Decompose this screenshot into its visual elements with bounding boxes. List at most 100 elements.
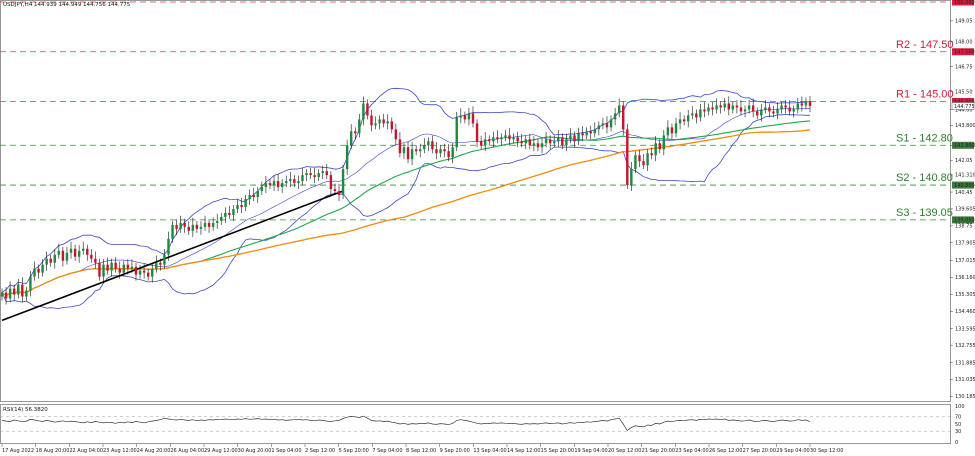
candle-body-133 — [540, 143, 544, 148]
candle-body-105 — [427, 141, 430, 146]
level-price-tag-1 — [952, 48, 974, 56]
candle-body-93 — [378, 119, 381, 124]
candle-body-26 — [106, 264, 109, 271]
candle-body-8 — [33, 268, 36, 277]
uptrend-line — [1, 190, 344, 322]
y-tick-label-2: 148.00 — [955, 40, 973, 46]
candle-body-129 — [524, 139, 527, 144]
candle-body-28 — [114, 262, 117, 269]
candle-body-148 — [601, 123, 605, 126]
candle-body-173 — [703, 109, 706, 112]
candle-body-43 — [175, 224, 178, 229]
x-tick-label-10: 5 Sep 20:00 — [339, 448, 369, 454]
candle-body-185 — [751, 105, 755, 112]
y-tick-label-15: 136.160 — [955, 275, 975, 281]
candle-body-136 — [552, 141, 556, 144]
candle-body-31 — [126, 264, 130, 269]
candle-body-60 — [244, 199, 247, 207]
candle-body-57 — [232, 208, 235, 215]
rsi-level-label-3: 30 — [955, 429, 961, 435]
candle-body-191 — [776, 109, 779, 114]
candle-body-39 — [159, 262, 162, 265]
x-tick-label-22: 27 Sep 20:00 — [743, 448, 776, 454]
candle-body-114 — [463, 115, 467, 120]
candle-body-85 — [345, 145, 349, 170]
level-price-tag-text-1: 147.500 — [954, 50, 975, 56]
candle-body-122 — [496, 137, 499, 140]
candle-body-34 — [138, 270, 142, 275]
level-labels: R3 - 150.00 R2 - 147.50 R1 - 145.00 S1 - 14… — [896, 0, 953, 219]
y-tick-label-9: 141.310 — [955, 173, 975, 179]
main-plot-frame — [0, 0, 951, 402]
candle-body-115 — [467, 113, 471, 120]
candle-body-10 — [41, 264, 44, 273]
x-tick-label-19: 21 Sep 20:00 — [642, 448, 675, 454]
trendline — [1, 190, 344, 322]
candle-body-79 — [321, 171, 324, 174]
candle-body-140 — [569, 135, 572, 140]
candle-body-12 — [49, 258, 52, 263]
candlesticks — [0, 95, 812, 305]
rsi-level-label-2: 50 — [955, 422, 961, 428]
candle-body-49 — [199, 226, 203, 229]
level-price-tag-0 — [952, 0, 974, 6]
candle-body-193 — [784, 105, 787, 108]
candle-body-152 — [617, 105, 621, 114]
candle-body-171 — [695, 113, 698, 118]
candle-body-89 — [362, 103, 365, 120]
candle-body-123 — [500, 137, 503, 140]
candle-body-62 — [252, 195, 255, 198]
candle-body-58 — [236, 204, 239, 209]
candle-body-66 — [268, 183, 272, 186]
x-tick-label-23: 29 Sep 04:00 — [776, 448, 809, 454]
candle-body-161 — [654, 143, 657, 156]
candle-body-192 — [780, 105, 783, 110]
candle-body-132 — [536, 143, 540, 148]
candle-body-44 — [179, 222, 182, 229]
level-label-1: R2 - 147.50 — [896, 39, 953, 51]
level-label-3: S1 - 142.80 — [896, 132, 953, 144]
candle-body-1 — [4, 292, 8, 299]
candle-body-141 — [573, 135, 576, 142]
candle-body-110 — [447, 151, 450, 158]
candle-body-35 — [142, 270, 146, 273]
candle-body-11 — [45, 258, 48, 265]
level-price-tag-text-4: 140.800 — [954, 183, 975, 189]
candle-body-21 — [86, 248, 89, 255]
candle-body-22 — [90, 254, 93, 259]
candle-body-131 — [532, 143, 536, 146]
candle-body-107 — [435, 149, 438, 154]
rsi-level-label-4: 0 — [955, 440, 958, 446]
candle-body-68 — [276, 181, 280, 188]
candle-body-178 — [723, 103, 726, 108]
candle-body-46 — [187, 226, 190, 231]
candle-body-157 — [638, 155, 641, 162]
candle-body-41 — [167, 238, 170, 255]
candle-body-82 — [333, 189, 337, 192]
candle-body-102 — [414, 149, 418, 152]
candle-body-74 — [301, 175, 304, 182]
candle-body-127 — [516, 137, 519, 142]
candle-body-186 — [756, 111, 759, 116]
candle-body-52 — [211, 222, 215, 227]
candle-body-167 — [678, 119, 682, 124]
y-tick-label-18: 133.595 — [955, 326, 975, 332]
candle-body-172 — [699, 109, 702, 118]
candle-body-169 — [686, 115, 690, 122]
candle-body-55 — [224, 212, 227, 217]
candle-body-9 — [37, 268, 40, 273]
candle-body-64 — [260, 187, 264, 192]
candle-body-40 — [163, 254, 166, 265]
candle-body-124 — [504, 135, 507, 138]
candle-body-88 — [358, 119, 361, 134]
y-tick-label-17: 134.460 — [955, 309, 975, 315]
candle-body-142 — [577, 133, 580, 142]
candle-body-2 — [8, 288, 12, 299]
candle-body-188 — [764, 107, 767, 110]
y-tick-label-21: 131.035 — [955, 377, 975, 383]
x-tick-label-17: 19 Sep 04:00 — [574, 448, 607, 454]
y-tick-label-3: 146.75 — [955, 64, 973, 70]
candle-body-159 — [646, 153, 649, 166]
x-tick-label-2: 22 Aug 04:00 — [69, 448, 103, 454]
